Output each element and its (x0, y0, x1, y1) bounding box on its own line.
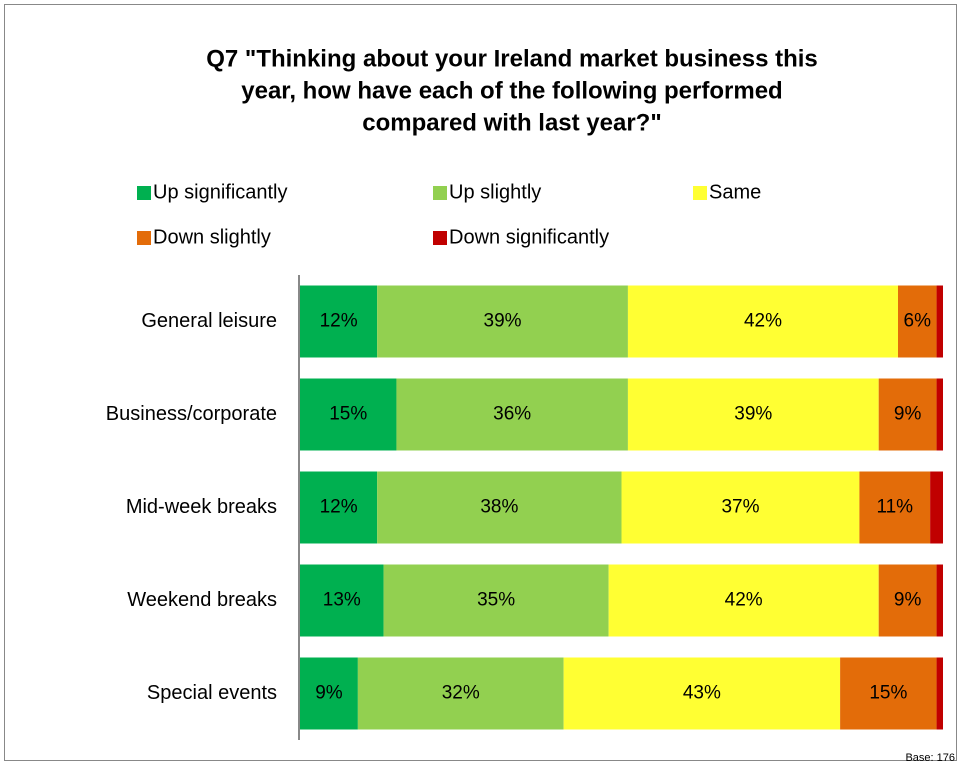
legend-label: Down slightly (153, 226, 271, 248)
bar-segment (897, 285, 937, 358)
bar-segment (936, 657, 943, 730)
bar-segment (936, 285, 943, 358)
bar-segment (300, 378, 397, 451)
data-label: 6% (904, 311, 932, 332)
legend-label: Up slightly (449, 181, 541, 203)
data-label: 43% (683, 683, 721, 704)
bar-segment (878, 564, 937, 637)
chart-title: Q7 "Thinking about your Ireland market b… (206, 45, 818, 72)
footnote: Base: 176 (905, 752, 955, 764)
data-label: 9% (894, 590, 922, 611)
legend-swatch (693, 186, 707, 200)
data-label: 36% (493, 404, 531, 425)
bar-segment (621, 471, 860, 544)
bar-segment (627, 285, 898, 358)
data-label: 12% (320, 311, 358, 332)
bar-segment (930, 471, 943, 544)
data-label: 39% (734, 404, 772, 425)
category-label: Weekend breaks (127, 589, 277, 611)
data-label: 15% (869, 683, 907, 704)
chart-title: compared with last year?" (362, 109, 661, 136)
bar-segment (377, 285, 628, 358)
data-label: 32% (442, 683, 480, 704)
bar-segment (396, 378, 628, 451)
bar-segment (377, 471, 622, 544)
legend-swatch (137, 186, 151, 200)
bar-segment (563, 657, 841, 730)
data-label: 15% (329, 404, 367, 425)
legend-swatch (433, 186, 447, 200)
bar-segment (383, 564, 609, 637)
bar-segment (936, 378, 943, 451)
bar-segment (878, 378, 937, 451)
bar-segment (300, 471, 378, 544)
data-label: 37% (721, 497, 759, 518)
bar-segment (357, 657, 564, 730)
legend-label: Same (709, 181, 761, 203)
bar-segment (300, 564, 384, 637)
data-label: 39% (484, 311, 522, 332)
data-label: 11% (876, 497, 913, 518)
bar-segment (859, 471, 931, 544)
data-label: 42% (725, 590, 763, 611)
legend-label: Down significantly (449, 226, 609, 248)
category-label: Business/corporate (106, 403, 277, 425)
data-label: 12% (320, 497, 358, 518)
data-label: 13% (323, 590, 361, 611)
data-label: 42% (744, 311, 782, 332)
legend-swatch (137, 231, 151, 245)
category-label: General leisure (141, 310, 277, 332)
chart-title: year, how have each of the following per… (241, 77, 782, 104)
bar-segment (300, 285, 378, 358)
data-label: 9% (315, 683, 343, 704)
data-label: 35% (477, 590, 515, 611)
bar-segment (300, 657, 358, 730)
category-label: Special events (147, 682, 277, 704)
bar-segment (840, 657, 937, 730)
category-label: Mid-week breaks (126, 496, 277, 518)
bar-segment (627, 378, 879, 451)
data-label: 38% (480, 497, 518, 518)
bar-segment (608, 564, 879, 637)
bar-segment (936, 564, 943, 637)
legend-swatch (433, 231, 447, 245)
data-label: 9% (894, 404, 922, 425)
legend-label: Up significantly (153, 181, 288, 203)
